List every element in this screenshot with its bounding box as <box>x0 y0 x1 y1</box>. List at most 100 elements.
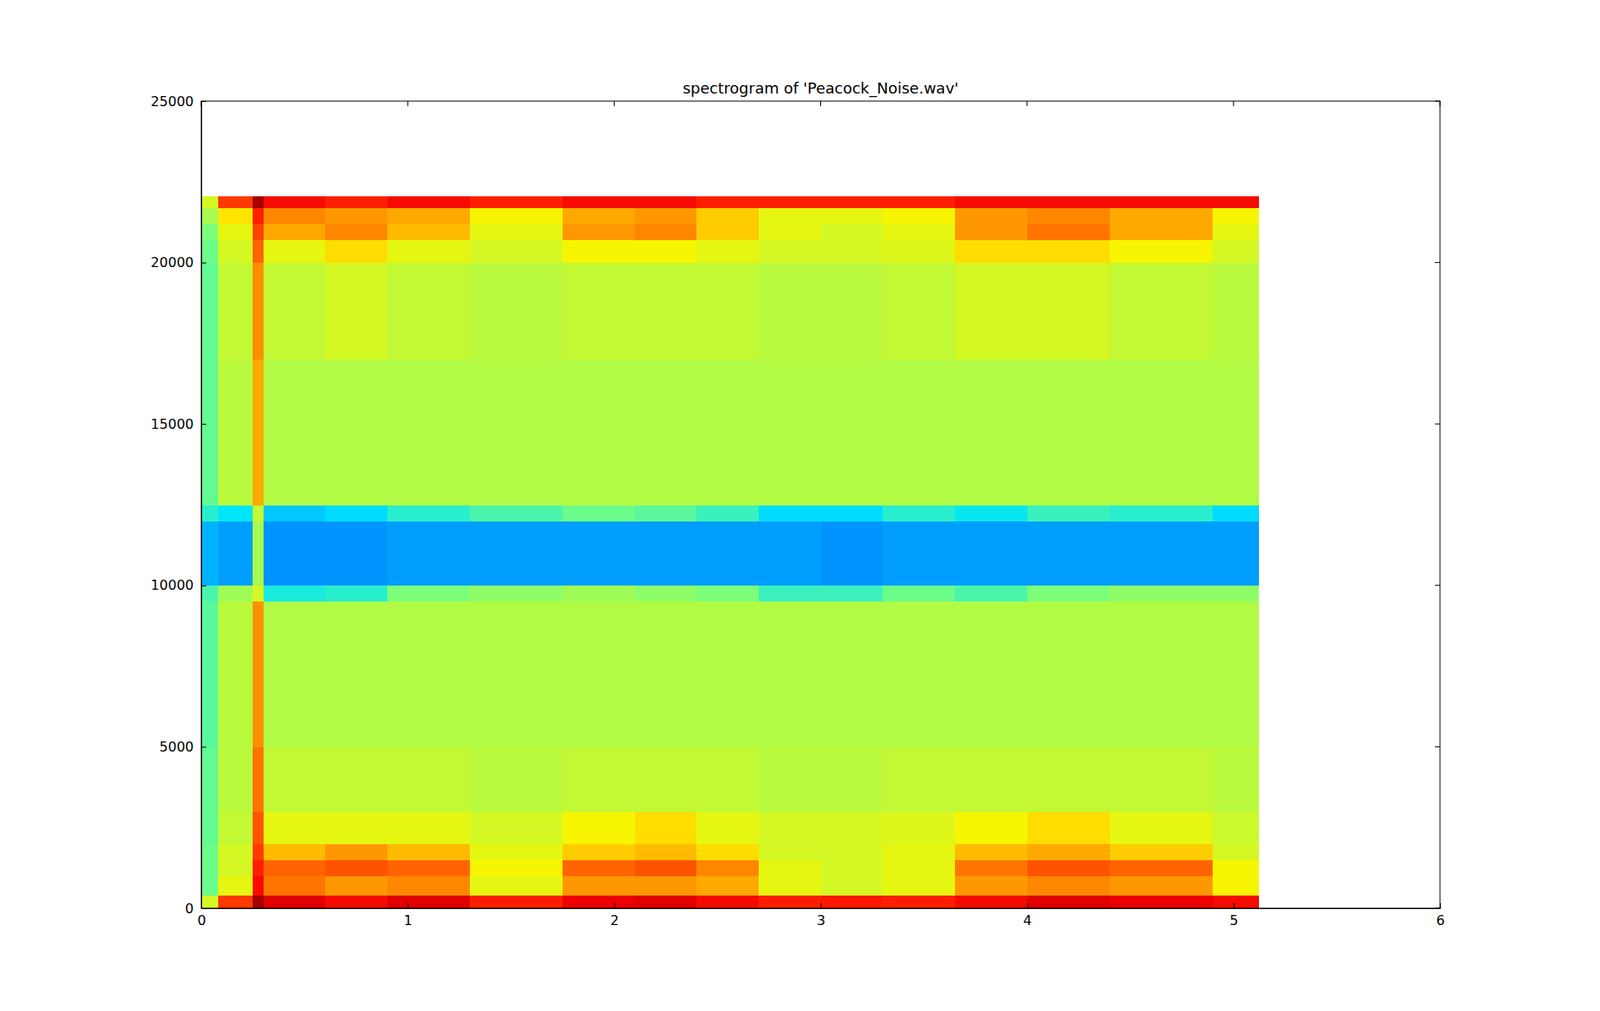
cell <box>469 895 564 908</box>
cell <box>562 601 635 747</box>
cell <box>882 810 955 844</box>
cell <box>263 601 326 747</box>
cell <box>325 810 388 844</box>
y-axis-line <box>201 101 203 909</box>
x-tick: 3 <box>816 902 826 928</box>
cell <box>263 196 326 208</box>
cell <box>1027 895 1111 908</box>
cell <box>387 875 471 896</box>
x-tick-mark <box>613 902 615 908</box>
y-tick: 15000 <box>150 416 207 432</box>
cell <box>325 601 388 747</box>
x-tick-mark-top <box>201 101 203 107</box>
cell <box>263 240 326 263</box>
cell <box>263 359 326 506</box>
cell <box>325 875 388 896</box>
cell <box>218 196 254 208</box>
cell <box>218 359 254 506</box>
cell <box>1109 875 1214 896</box>
cell <box>696 810 759 844</box>
cell <box>218 504 254 522</box>
cell <box>758 810 822 844</box>
x-tick: 4 <box>1023 902 1032 928</box>
y-tick-label: 5000 <box>159 738 194 755</box>
cell <box>469 842 564 860</box>
y-tick: 0 <box>185 900 207 917</box>
cell <box>325 262 388 360</box>
cell <box>1109 601 1214 747</box>
cell <box>387 520 471 586</box>
cell <box>954 262 1028 360</box>
cell <box>325 240 388 263</box>
y-tick-mark <box>201 907 207 909</box>
cell <box>469 504 564 522</box>
cell <box>954 875 1028 896</box>
cell <box>325 895 388 908</box>
cell <box>1109 504 1214 522</box>
cell <box>325 504 388 522</box>
cell <box>252 585 264 603</box>
cell <box>218 585 254 603</box>
cell <box>954 240 1028 263</box>
cell <box>758 262 822 360</box>
cell <box>696 504 759 522</box>
cell <box>634 196 698 208</box>
cell <box>1027 240 1111 263</box>
x-tick: 2 <box>610 902 619 928</box>
cell <box>562 520 635 586</box>
cell <box>263 842 326 860</box>
cell <box>1212 746 1259 811</box>
y-tick-mark-right <box>1434 423 1440 425</box>
cell <box>758 224 822 241</box>
cell <box>758 746 822 811</box>
cell <box>325 842 388 860</box>
cell <box>1027 601 1111 747</box>
cell <box>1109 196 1214 208</box>
cell <box>1109 240 1214 263</box>
cell <box>1109 810 1214 844</box>
cell <box>882 585 955 603</box>
cell <box>387 504 471 522</box>
cell <box>634 842 698 860</box>
cell <box>634 224 698 241</box>
cell <box>469 240 564 263</box>
cell <box>325 359 388 506</box>
y-tick-mark <box>201 585 207 587</box>
y-tick: 25000 <box>150 93 207 110</box>
cell <box>882 262 955 360</box>
cell <box>1027 875 1111 896</box>
x-tick-mark <box>407 902 409 908</box>
cell <box>252 359 264 506</box>
cell <box>201 810 219 844</box>
x-tick-label: 1 <box>404 912 413 928</box>
cell <box>1109 520 1214 586</box>
cell <box>954 810 1028 844</box>
cell <box>1212 859 1259 877</box>
x-tick: 5 <box>1229 902 1238 928</box>
title: spectrogram of 'Peacock_Noise.wav' <box>682 79 960 98</box>
x-tick-label: 6 <box>1435 912 1445 928</box>
x-tick-mark-top <box>613 101 615 107</box>
cell <box>954 895 1028 908</box>
y-tick-mark-right <box>1434 907 1440 909</box>
cell <box>252 262 264 360</box>
cell <box>562 859 635 877</box>
cell <box>201 359 219 506</box>
cell <box>562 810 635 844</box>
cell <box>1212 207 1259 224</box>
y-tick: 20000 <box>150 254 207 271</box>
cell <box>263 504 326 522</box>
y-tick: 10000 <box>150 576 207 593</box>
cell <box>263 224 326 241</box>
cell <box>263 895 326 908</box>
cell <box>821 262 884 360</box>
x-tick-label: 4 <box>1023 912 1032 928</box>
cell <box>263 520 326 586</box>
y-tick-label: 15000 <box>150 416 194 432</box>
cell <box>1109 359 1214 506</box>
cell <box>821 875 884 896</box>
cell <box>387 601 471 747</box>
cell <box>201 842 219 860</box>
cell <box>696 842 759 860</box>
mirror-ticks <box>201 101 1440 908</box>
